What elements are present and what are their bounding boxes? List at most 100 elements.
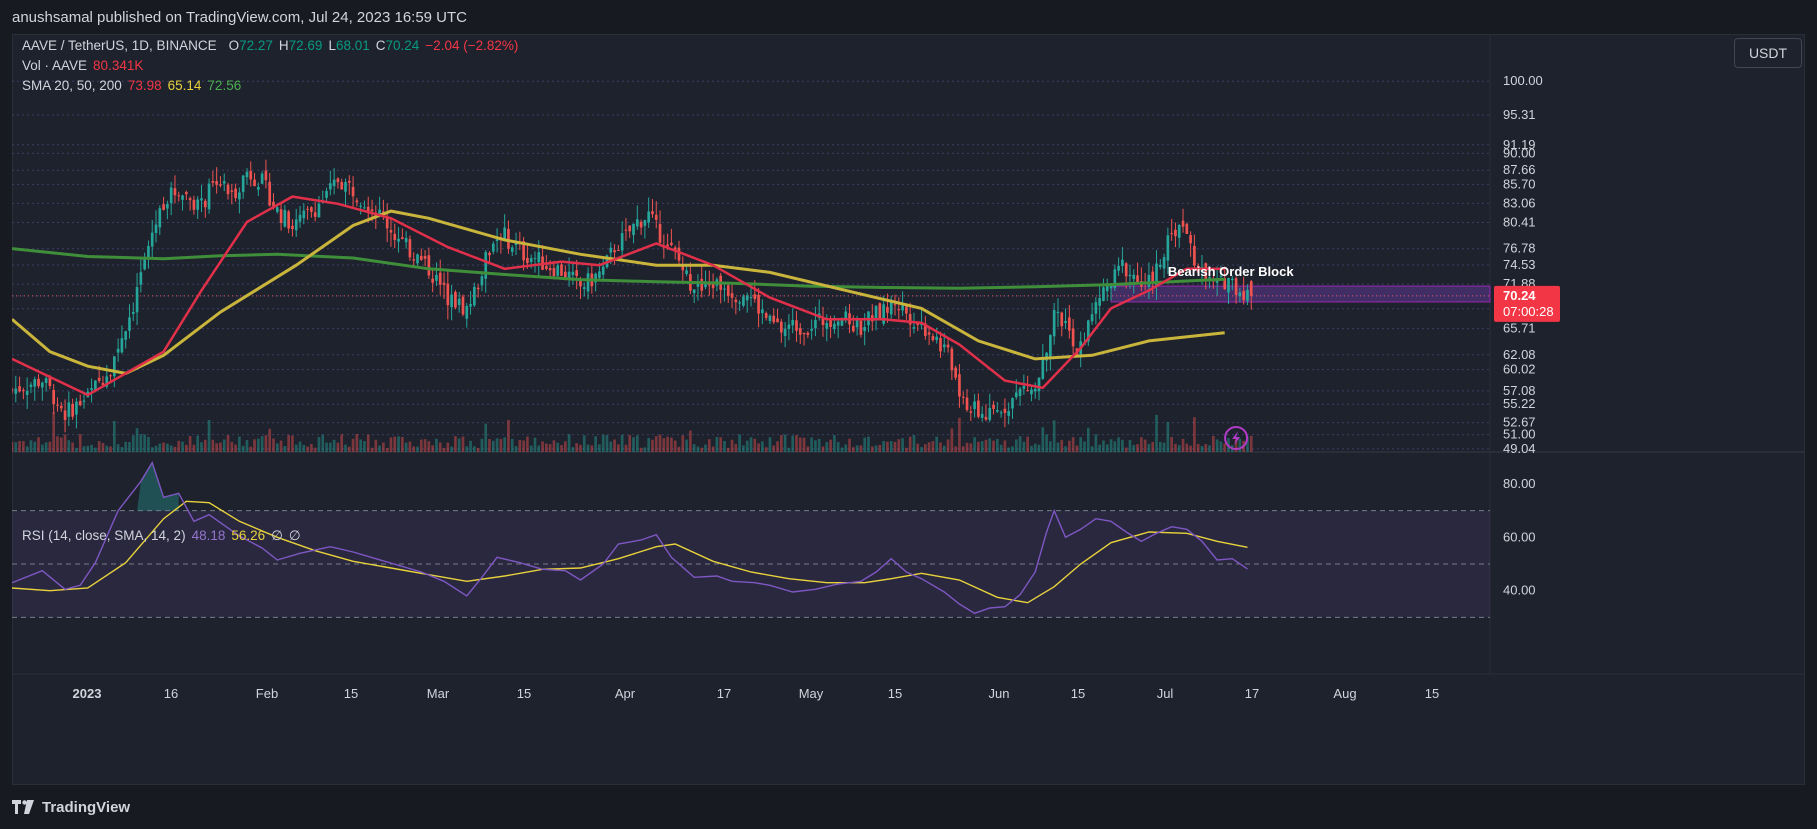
candle-body [730, 293, 734, 298]
candle-body [1102, 287, 1105, 301]
candle-body [378, 209, 381, 214]
volume-bar [131, 435, 135, 452]
sma-label[interactable]: SMA 20, 50, 200 [22, 78, 122, 93]
volume-bar [893, 441, 897, 452]
volume-bar [757, 443, 760, 452]
candle-body [287, 211, 290, 229]
candle-body [268, 181, 272, 206]
volume-bar [628, 435, 632, 452]
candle-body [185, 192, 188, 195]
volume-bar [226, 435, 230, 452]
volume-bar [912, 434, 916, 452]
candle-body [628, 225, 632, 232]
candle-body [363, 207, 366, 209]
volume-bar [851, 447, 855, 452]
volume-bar [965, 442, 969, 452]
candle-body [245, 171, 249, 178]
candle-body [389, 229, 393, 233]
tradingview-footer[interactable]: TradingView [12, 795, 130, 819]
volume-bar [761, 441, 764, 452]
volume-bar [162, 442, 165, 452]
volume-bar [363, 441, 366, 452]
candle-body [1121, 259, 1124, 267]
candle-body [787, 324, 791, 329]
sma50-value: 65.14 [167, 78, 202, 93]
chart-annotations: Bearish Order Block [1168, 264, 1294, 450]
rsi-tick-label: 60.00 [1503, 529, 1536, 544]
rsi-label[interactable]: RSI (14, close, SMA, 14, 2) [22, 528, 186, 543]
candle-body [435, 274, 438, 281]
volume-bar [272, 438, 275, 452]
candle-body [761, 309, 764, 314]
volume-bar [283, 445, 287, 452]
time-axis[interactable]: 2023 16 Feb 15 Mar 15 Apr 17 May 15 Jun 15 Jul 17 Aug 1… [73, 686, 1440, 701]
time-tick-label: Aug [1333, 686, 1356, 701]
candle-body [609, 247, 613, 253]
candle-body [419, 255, 423, 260]
volume-bar [473, 446, 476, 452]
volume-bar [624, 444, 628, 452]
candle-body [889, 300, 893, 315]
volume-bar [188, 436, 192, 452]
candle-body [692, 289, 696, 294]
candle-body [188, 198, 192, 201]
candle-body [97, 377, 101, 381]
candle-body [78, 400, 82, 406]
candle-body [177, 195, 181, 197]
volume-bar [924, 444, 927, 452]
candle-body [495, 239, 499, 242]
rsi-pane[interactable]: 80.00 60.00 40.00 [12, 461, 1536, 618]
sma-legend[interactable]: SMA 20, 50, 200 73.98 65.14 72.56 [22, 78, 241, 93]
volume-bar [810, 437, 813, 452]
symbol-legend[interactable]: AAVE / TetherUS, 1D, BINANCE O72.27 H72.… [22, 38, 518, 53]
currency-button[interactable]: USDT [1734, 38, 1802, 68]
volume-legend[interactable]: Vol · AAVE 80.341K [22, 58, 143, 73]
time-tick-label: 15 [344, 686, 358, 701]
candle-body [75, 401, 78, 415]
candle-body [143, 259, 146, 270]
candle-body [878, 303, 882, 320]
candle-body [484, 252, 488, 279]
candle-body [1249, 281, 1253, 296]
candle-body [552, 267, 556, 277]
candle-body [776, 318, 779, 323]
volume-bar [617, 444, 620, 452]
chart-frame[interactable] [12, 34, 1805, 785]
candle-body [124, 331, 128, 340]
candle-body [965, 397, 969, 411]
order-block-zone[interactable] [1110, 285, 1491, 303]
lightning-icon[interactable] [1224, 426, 1249, 450]
candle-body [370, 209, 374, 212]
volume-bar [1246, 436, 1249, 452]
volume-bar [1102, 440, 1105, 452]
volume-bar [662, 438, 666, 452]
symbol-name[interactable]: AAVE / TetherUS, 1D, BINANCE [22, 38, 217, 53]
candle-body [1094, 302, 1098, 314]
volume-bar [431, 445, 434, 452]
candle-body [905, 306, 908, 314]
volume-bar [787, 447, 791, 452]
volume-bar [726, 447, 730, 452]
volume-bar [503, 437, 506, 452]
candle-body [310, 207, 313, 212]
candle-body [510, 247, 514, 252]
candle-body [961, 396, 965, 398]
volume-bar [147, 437, 150, 452]
volume-bar [685, 439, 688, 452]
candle-body [950, 348, 954, 371]
candle-body [162, 204, 165, 210]
volume-bar [469, 440, 472, 452]
volume-bar [332, 439, 336, 452]
volume-bar [294, 444, 298, 452]
rsi-legend[interactable]: RSI (14, close, SMA, 14, 2) 48.18 56.26 … [22, 528, 301, 544]
rsi-tick-label: 80.00 [1503, 476, 1536, 491]
volume-bar [82, 446, 86, 452]
candle-body [260, 173, 264, 184]
volume-label[interactable]: Vol · AAVE [22, 58, 88, 73]
volume-bar [939, 442, 942, 452]
candle-body [294, 219, 298, 231]
volume-bar [882, 441, 885, 452]
volume-bar [529, 445, 533, 452]
